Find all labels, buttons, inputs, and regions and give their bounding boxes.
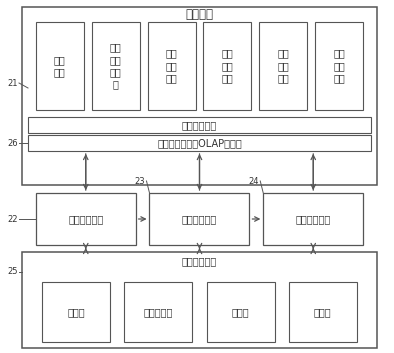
Text: 挖掘分析模块: 挖掘分析模块 [182,214,217,224]
Text: 辅助决策模块: 辅助决策模块 [296,214,331,224]
Text: 26: 26 [7,138,18,148]
Text: 方法库: 方法库 [67,307,85,317]
Bar [92,22,140,110]
Bar [125,282,192,342]
Bar [22,7,377,185]
Text: 联机分析处理（OLAP）模块: 联机分析处理（OLAP）模块 [157,138,242,148]
Text: 25: 25 [7,268,18,276]
Text: 交通模型库: 交通模型库 [144,307,173,317]
Bar [259,22,307,110]
Text: 基础
设施
数据: 基础 设施 数据 [277,49,289,83]
Text: 卡口
数据: 卡口 数据 [54,55,66,77]
Text: 手机
信令
数据: 手机 信令 数据 [166,49,177,83]
Bar [36,193,136,245]
Bar [28,117,371,133]
Bar [263,193,363,245]
Text: 案例库: 案例库 [232,307,249,317]
Bar [315,22,363,110]
Bar [203,22,251,110]
Text: 方案库: 方案库 [314,307,332,317]
Bar [206,282,275,342]
Text: 交通
路网
数据: 交通 路网 数据 [333,49,345,83]
Bar [289,282,357,342]
Text: 21: 21 [7,78,18,88]
Bar [148,22,195,110]
Bar [36,22,84,110]
Text: 数据中心: 数据中心 [186,8,214,22]
Text: 状态预警模块: 状态预警模块 [68,214,103,224]
Text: 22: 22 [7,215,18,223]
Bar [22,252,377,348]
Text: 视频
信息
数据: 视频 信息 数据 [221,49,233,83]
Text: 数据接入模块: 数据接入模块 [182,120,217,130]
Text: 道路
检测
器数
据: 道路 检测 器数 据 [110,42,122,90]
Text: 23: 23 [135,176,145,185]
Text: 技术支持模块: 技术支持模块 [182,256,217,266]
Bar [149,193,249,245]
Bar [28,17,371,115]
Bar [42,282,110,342]
Bar [28,135,371,151]
Text: 24: 24 [249,176,259,185]
